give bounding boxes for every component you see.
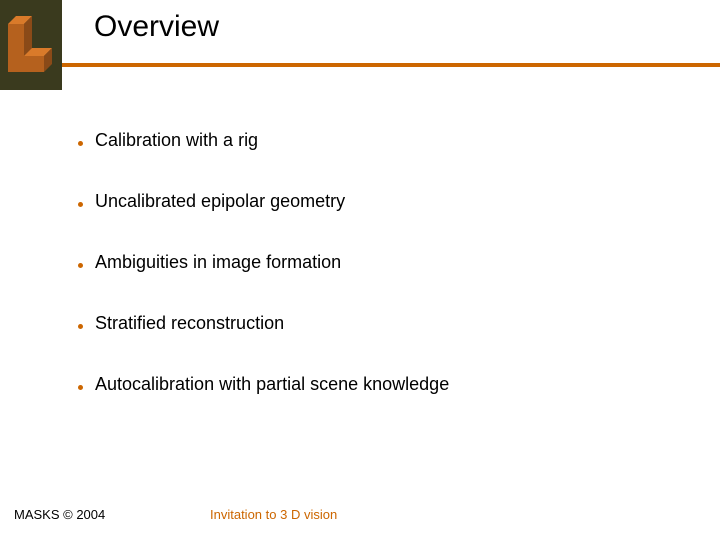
list-item: Calibration with a rig (78, 130, 678, 151)
bullet-icon (78, 141, 83, 146)
list-item: Autocalibration with partial scene knowl… (78, 374, 678, 395)
bullet-icon (78, 324, 83, 329)
logo-block (0, 0, 62, 90)
slide: Overview Calibration with a rig Uncalibr… (0, 0, 720, 540)
bullet-text: Ambiguities in image formation (95, 252, 341, 273)
bullet-text: Uncalibrated epipolar geometry (95, 191, 345, 212)
bullet-icon (78, 202, 83, 207)
footer-center: Invitation to 3 D vision (210, 507, 337, 522)
list-item: Uncalibrated epipolar geometry (78, 191, 678, 212)
bullet-icon (78, 385, 83, 390)
footer-left: MASKS © 2004 (14, 507, 105, 522)
title-underline (62, 54, 720, 58)
list-item: Ambiguities in image formation (78, 252, 678, 273)
bullet-text: Autocalibration with partial scene knowl… (95, 374, 449, 395)
bullet-icon (78, 263, 83, 268)
footer: MASKS © 2004 Invitation to 3 D vision (0, 498, 720, 522)
bullet-text: Stratified reconstruction (95, 313, 284, 334)
bullet-list: Calibration with a rig Uncalibrated epip… (78, 130, 678, 435)
list-item: Stratified reconstruction (78, 313, 678, 334)
bullet-text: Calibration with a rig (95, 130, 258, 151)
slide-title: Overview (94, 10, 219, 44)
